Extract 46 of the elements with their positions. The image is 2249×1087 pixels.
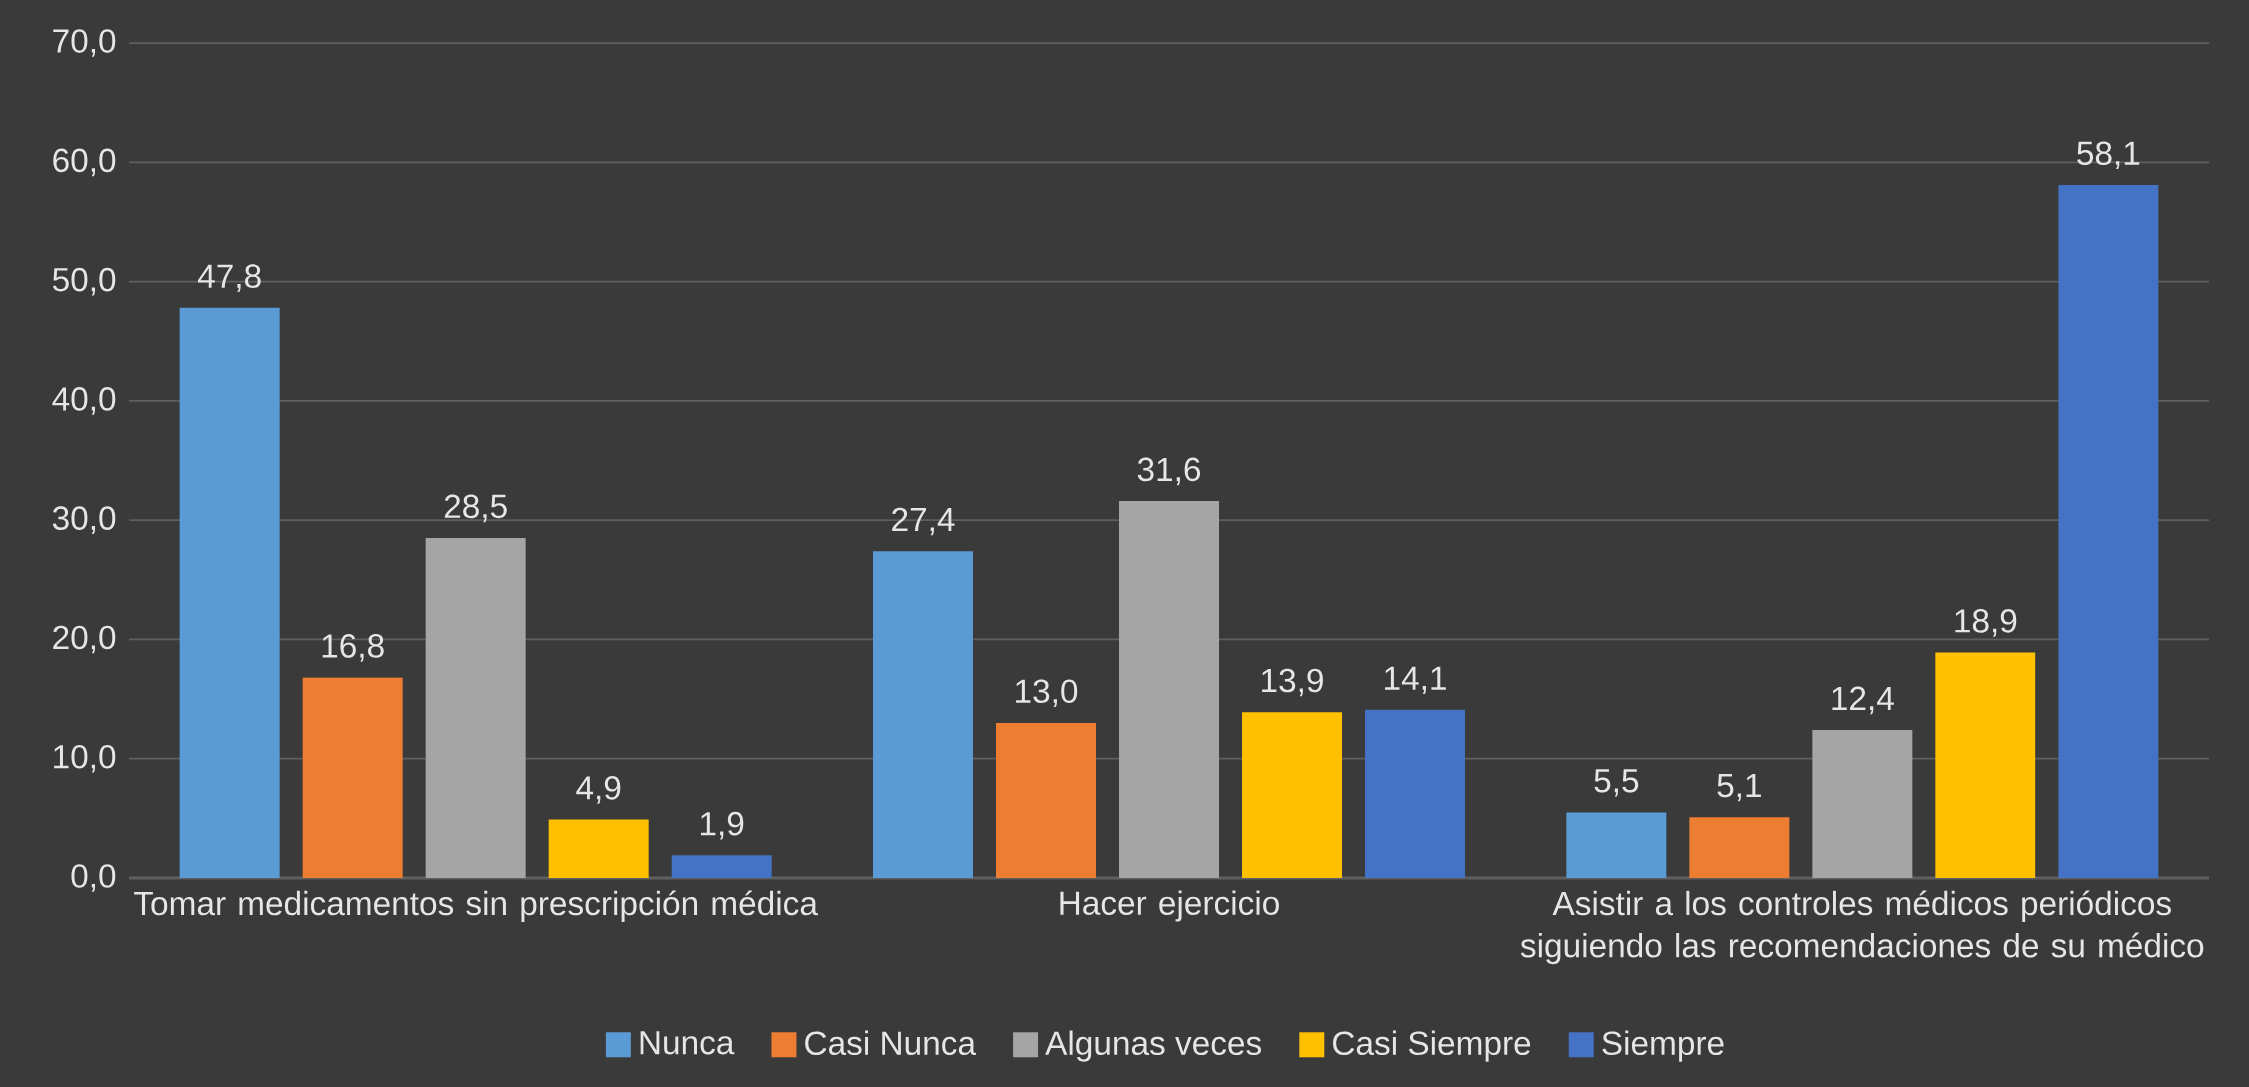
y-tick-label: 40,0 (52, 387, 116, 415)
bar (1119, 501, 1220, 879)
y-tick-label: 60,0 (53, 148, 116, 177)
x-tick-label: Hacer ejercicio (1060, 890, 1279, 922)
bar (1812, 730, 1913, 879)
data-label: 5,5 (1594, 769, 1639, 797)
y-tick-label: 0,0 (71, 864, 116, 892)
bar (302, 677, 403, 879)
legend-label: Algunas veces (1045, 1030, 1261, 1062)
y-tick-label: 70,0 (53, 29, 116, 57)
data-label: 13,9 (1262, 668, 1323, 697)
legend-label: Casi Nunca (805, 1030, 976, 1056)
data-label: 5,1 (1717, 773, 1761, 802)
data-label: 12,4 (1832, 686, 1894, 715)
bar (179, 307, 280, 879)
legend-label: Nunca (640, 1031, 735, 1055)
legend-label: Siempre (1602, 1030, 1724, 1062)
bar (2058, 184, 2159, 879)
y-tick-label: 30,0 (52, 506, 116, 534)
data-label: 14,1 (1385, 666, 1446, 694)
data-label: 4,9 (576, 776, 621, 804)
data-label: 18,9 (1955, 609, 2017, 637)
data-label: 1,9 (701, 811, 744, 840)
data-label: 13,0 (1016, 679, 1078, 708)
data-label: 28,5 (444, 494, 507, 523)
bar (671, 855, 772, 879)
bar (996, 722, 1097, 879)
data-label: 31,6 (1137, 457, 1201, 486)
data-label: 47,8 (197, 264, 261, 292)
x-tick-label: Tomar medicamentos sin prescripción médica (134, 890, 818, 922)
bar (1935, 652, 2036, 879)
bar (1689, 817, 1790, 879)
bar (873, 551, 974, 879)
data-label: 27,4 (892, 507, 955, 536)
y-tick-label: 50,0 (52, 267, 116, 296)
bar (425, 538, 526, 879)
y-tick-label: 20,0 (53, 625, 116, 654)
bar (548, 819, 649, 879)
bar (1566, 812, 1667, 879)
bar (1365, 709, 1466, 879)
bar (1242, 712, 1343, 879)
y-tick-label: 10,0 (54, 744, 116, 773)
x-tick-label: Asistir a los controles médicos periódicos siguiendo las recomendaciones de su médico (1520, 890, 2204, 965)
legend-label: Casi Siempre (1333, 1030, 1531, 1062)
data-label: 16,8 (322, 634, 384, 662)
data-label: 58,1 (2077, 141, 2140, 170)
